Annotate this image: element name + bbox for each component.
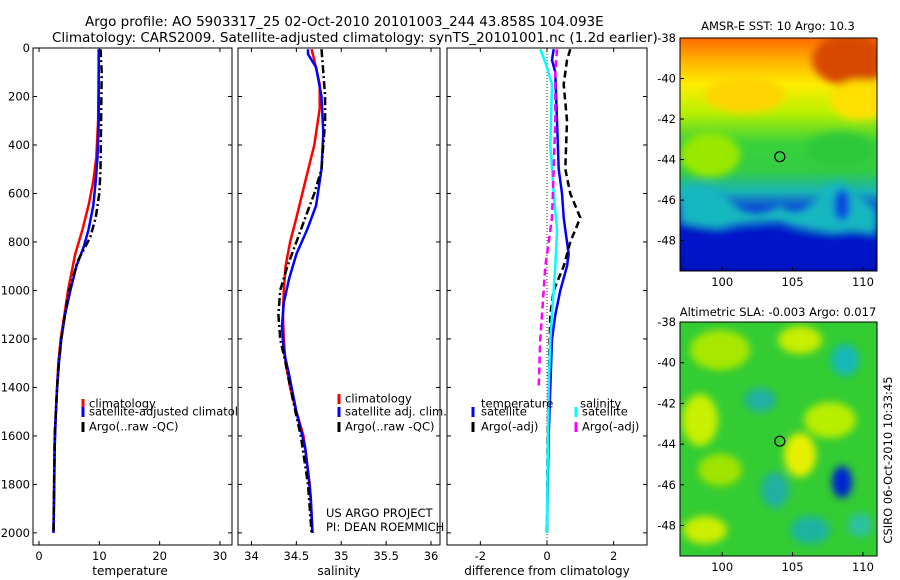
legend-label-satellite-adj: satellite adj. clim.	[345, 405, 447, 419]
legend-label-climatology: climatology	[345, 392, 412, 406]
y-tick-label: 1200	[1, 332, 30, 346]
legend-label-temp-argo: Argo(-adj)	[481, 420, 538, 434]
series-line-salinity-argo-adj	[537, 49, 559, 388]
x-tick-label: -2	[475, 549, 486, 563]
map-x-tick-label: 110	[852, 560, 874, 574]
legend-label-sal-argo: Argo(-adj)	[582, 420, 639, 434]
map-y-tick-label: -44	[657, 437, 676, 451]
map-y-tick-label: -48	[657, 518, 676, 532]
sla-map-title: Altimetric SLA: -0.003 Argo: 0.017	[680, 305, 877, 319]
series-line-argo-raw-qc	[52, 49, 103, 533]
y-tick-label: 1800	[1, 477, 30, 491]
sst-heatmap	[680, 38, 877, 271]
map-y-tick-label: -38	[657, 315, 676, 329]
series-line-satellite-adj-clim	[280, 49, 325, 533]
x-tick-label: 10	[92, 549, 107, 563]
legend-label-temp-satellite: satellite	[481, 405, 527, 419]
temperature-xlabel: temperature	[92, 564, 167, 578]
legend-label-argo: Argo(..raw -QC)	[89, 420, 179, 434]
x-tick-label: 35.5	[373, 549, 399, 563]
x-tick-label: 20	[152, 549, 167, 563]
x-tick-label: 30	[213, 549, 228, 563]
difference-panel: -2 0 2 temperature salinity satellite Argo…	[446, 47, 648, 578]
x-tick-label: 34.5	[284, 549, 310, 563]
y-tick-label: 200	[8, 89, 30, 103]
figure-title-line2: Climatology: CARS2009. Satellite-adjuste…	[52, 30, 658, 46]
series-line-salinity-satellite	[539, 48, 559, 533]
sst-map-frame	[679, 37, 878, 272]
y-tick-label: 1400	[1, 380, 30, 394]
sst-argo-location-marker	[774, 151, 786, 163]
map-y-tick-label: -46	[657, 478, 676, 492]
salinity-xlabel: salinity	[317, 564, 360, 578]
salinity-panel: 34 34.5 35 35.5 36 climatology satellite adj…	[237, 47, 447, 578]
sla-map-panel: Altimetric SLA: -0.003 Argo: 0.017 100	[657, 305, 895, 574]
x-tick-label: 36	[424, 549, 439, 563]
series-line-argo-raw-qc	[277, 49, 327, 533]
legend-label-satellite-adjusted: satellite-adjusted climatology	[89, 405, 259, 419]
figure-title-line1: Argo profile: AO 5903317_25 02-Oct-2010 …	[85, 14, 604, 30]
map-y-tick-label: -44	[657, 153, 676, 167]
temperature-panel: 0 10 20 30 0 200 400 600 800 1000 1200 1400 1600 1800…	[1, 41, 260, 578]
map-y-tick-label: -42	[657, 396, 676, 410]
y-tick-label: 400	[8, 138, 30, 152]
x-tick-label: 0	[35, 549, 42, 563]
x-tick-label: 35	[334, 549, 349, 563]
map-x-tick-label: 100	[711, 560, 733, 574]
legend-label-argo: Argo(..raw -QC)	[345, 420, 435, 434]
salinity-axes-box	[237, 47, 441, 546]
y-tick-label: 2000	[1, 526, 30, 540]
legend-group-salinity: salinity	[580, 397, 621, 411]
y-tick-label: 600	[8, 186, 30, 200]
x-tick-label: 0	[543, 549, 550, 563]
difference-legend: temperature salinity satellite Argo(-adj…	[471, 397, 639, 434]
difference-xlabel: difference from climatology	[464, 564, 630, 578]
y-tick-label: 1000	[1, 283, 30, 297]
credit-line1: US ARGO PROJECT	[326, 506, 434, 520]
legend-group-temperature: temperature	[481, 397, 553, 411]
map-x-tick-label: 105	[782, 275, 804, 289]
map-x-tick-label: 110	[852, 275, 874, 289]
map-y-tick-label: -42	[657, 112, 676, 126]
credit-line2: PI: DEAN ROEMMICH	[326, 520, 444, 534]
y-tick-label: 800	[8, 235, 30, 249]
x-tick-label: 2	[610, 549, 617, 563]
x-tick-label: 34	[244, 549, 259, 563]
y-tick-label: 0	[23, 41, 30, 55]
map-y-tick-label: -46	[657, 193, 676, 207]
map-y-tick-label: -40	[657, 72, 676, 86]
map-y-tick-label: -48	[657, 234, 676, 248]
temperature-axes-box	[32, 47, 233, 546]
legend-label-sal-satellite: satellite	[582, 405, 628, 419]
y-tick-label: 1600	[1, 429, 30, 443]
map-x-tick-label: 100	[711, 275, 733, 289]
sla-heatmap	[680, 322, 877, 556]
sla-map-frame	[679, 321, 878, 557]
salinity-legend: climatology satellite adj. clim. Argo(..…	[337, 392, 447, 434]
sst-map-title: AMSR-E SST: 10 Argo: 10.3	[701, 19, 855, 33]
sla-argo-location-marker	[774, 435, 786, 447]
map-y-tick-label: -40	[657, 356, 676, 370]
map-y-tick-label: -38	[657, 31, 676, 45]
legend-label-climatology: climatology	[89, 397, 156, 411]
temperature-legend: climatology satellite-adjusted climatolo…	[81, 397, 259, 434]
map-x-tick-label: 105	[782, 560, 804, 574]
sst-map-panel: AMSR-E SST: 10 Argo: 10.3 100 105 110 -38 -4…	[657, 19, 878, 289]
timestamp-stamp: CSIRO 06-Oct-2010 10:33:45	[881, 376, 895, 543]
